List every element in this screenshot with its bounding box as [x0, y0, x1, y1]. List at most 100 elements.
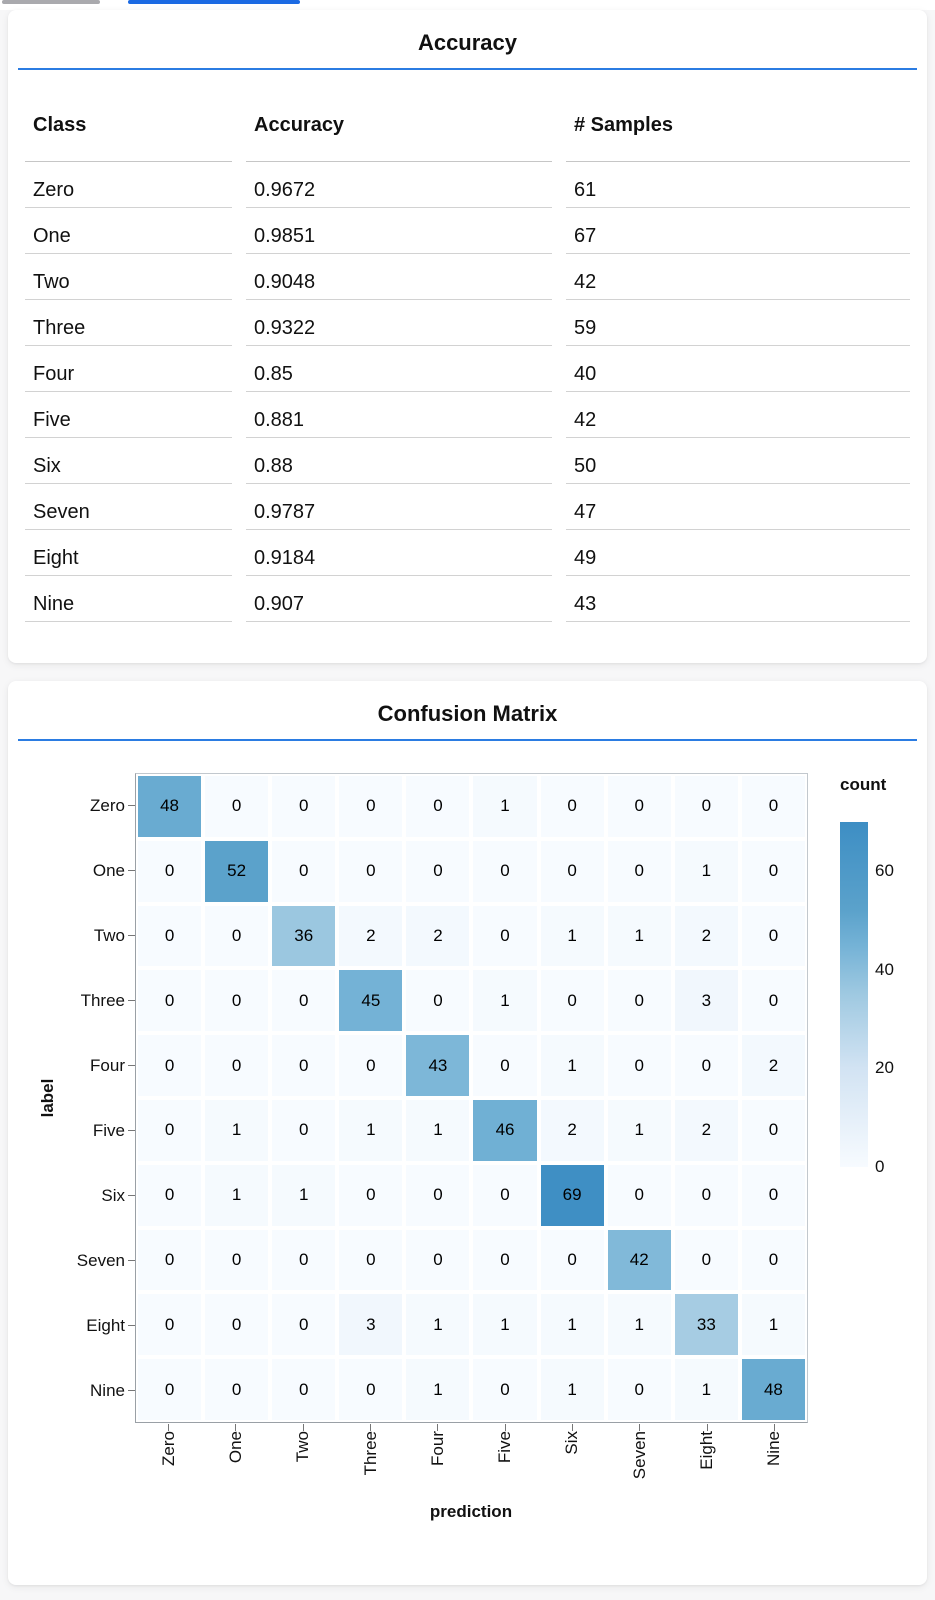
heatmap-cell: 3	[674, 970, 738, 1032]
heatmap-cell: 1	[540, 905, 604, 967]
heatmap-cell: 1	[540, 1359, 604, 1420]
heatmap-grid: 48 0 0 0 0 1 0 0 0 0 0 52 0 0 0 0 0 0 1 0 0 0 36 2 2 0 1 1 2 0 0 0 0 45 0 1…	[138, 776, 805, 1420]
heatmap-cell: 0	[406, 1164, 470, 1226]
heatmap-cell: 1	[339, 1099, 403, 1161]
heatmap-cell: 0	[741, 905, 805, 967]
y-tick-mark	[128, 1260, 135, 1261]
x-tick-label: Seven	[629, 1431, 649, 1480]
heatmap-cell: 1	[473, 1294, 537, 1356]
y-tick-label: Zero	[90, 795, 125, 815]
table-cell: 0.907	[246, 576, 552, 622]
heatmap-cell: 1	[540, 1294, 604, 1356]
heatmap-cell: 0	[674, 1035, 738, 1096]
y-tick-mark	[128, 1130, 135, 1131]
heatmap-cell: 42	[607, 1229, 671, 1291]
heatmap-cell: 2	[674, 905, 738, 967]
heatmap-cell: 1	[473, 776, 537, 837]
heatmap-cell: 48	[138, 776, 202, 837]
y-tick-mark	[128, 1065, 135, 1066]
y-tick-label: Two	[93, 925, 125, 945]
heatmap-plot-area: 48 0 0 0 0 1 0 0 0 0 0 52 0 0 0 0 0 0 1 0 0 0 36 2 2 0 1 1 2 0 0 0 0 45 0 1…	[135, 773, 808, 1423]
heatmap-cell: 0	[674, 1164, 738, 1226]
heatmap-cell: 33	[674, 1294, 738, 1356]
colorbar-title: count	[840, 775, 887, 794]
heatmap-cell: 0	[272, 840, 336, 902]
x-tick-label: Six	[562, 1431, 582, 1455]
heatmap-cell: 0	[138, 1359, 202, 1420]
heatmap-cell: 1	[607, 1099, 671, 1161]
x-tick-mark	[302, 1424, 304, 1431]
heatmap-cell: 0	[339, 1229, 403, 1291]
heatmap-cell: 1	[540, 1035, 604, 1096]
heatmap-cell: 0	[674, 776, 738, 837]
heatmap-cell: 0	[473, 1164, 537, 1226]
y-tick-label: Three	[80, 990, 125, 1010]
heatmap-cell: 0	[473, 1229, 537, 1291]
heatmap-cell: 0	[607, 1164, 671, 1226]
heatmap-cell: 0	[607, 970, 671, 1032]
table-cell: Nine	[25, 576, 232, 622]
x-tick-mark	[370, 1424, 372, 1431]
heatmap-cell: 1	[406, 1359, 470, 1420]
tab-indicator-active[interactable]	[128, 0, 300, 4]
y-tick-label: Eight	[86, 1315, 125, 1335]
table-cell: 59	[566, 300, 910, 346]
heatmap-cell: 0	[138, 1229, 202, 1291]
tab-indicator-inactive[interactable]	[2, 0, 100, 4]
heatmap-cell: 1	[674, 840, 738, 902]
x-tick-label: Nine	[764, 1431, 784, 1466]
heatmap-cell: 0	[272, 1099, 336, 1161]
accuracy-divider	[18, 68, 917, 70]
heatmap-cell: 1	[406, 1099, 470, 1161]
colorbar-tick-label: 20	[875, 1058, 894, 1078]
heatmap-cell: 0	[473, 1035, 537, 1096]
heatmap-cell: 0	[205, 1035, 269, 1096]
heatmap-cell: 1	[473, 970, 537, 1032]
heatmap-cell: 2	[406, 905, 470, 967]
heatmap-cell: 0	[205, 905, 269, 967]
heatmap-cell: 0	[473, 840, 537, 902]
y-tick-label: One	[92, 860, 125, 880]
confusion-matrix-card: Confusion Matrix label prediction 48 0 0 0 0…	[8, 681, 927, 1585]
heatmap-cell: 0	[272, 970, 336, 1032]
heatmap-cell: 36	[272, 905, 336, 967]
x-tick-mark	[773, 1424, 775, 1431]
x-tick-label: Two	[293, 1431, 313, 1463]
y-tick-mark	[128, 1195, 135, 1196]
heatmap-cell: 0	[607, 1359, 671, 1420]
heatmap-cell: 0	[138, 905, 202, 967]
table-cell: Eight	[25, 530, 232, 576]
column-header: # Samples	[566, 70, 910, 162]
x-tick-mark	[437, 1424, 439, 1431]
heatmap-cell: 0	[205, 1294, 269, 1356]
x-tick-label: One	[225, 1431, 245, 1464]
y-tick-mark	[128, 935, 135, 936]
x-tick-label: Four	[427, 1431, 447, 1466]
table-cell: 67	[566, 208, 910, 254]
table-cell: 0.9322	[246, 300, 552, 346]
heatmap-cell: 2	[741, 1035, 805, 1096]
heatmap-cell: 1	[607, 1294, 671, 1356]
heatmap-cell: 0	[339, 776, 403, 837]
heatmap-cell: 0	[741, 776, 805, 837]
heatmap-cell: 43	[406, 1035, 470, 1096]
x-tick-mark	[168, 1424, 170, 1431]
heatmap-cell: 0	[272, 1035, 336, 1096]
heatmap-cell: 2	[540, 1099, 604, 1161]
table-cell: Seven	[25, 484, 232, 530]
heatmap-cell: 46	[473, 1099, 537, 1161]
colorbar-tick-label: 60	[875, 861, 894, 881]
table-cell: 61	[566, 162, 910, 208]
table-cell: Four	[25, 346, 232, 392]
heatmap-cell: 0	[607, 776, 671, 837]
heatmap-cell: 0	[607, 840, 671, 902]
heatmap-cell: 3	[339, 1294, 403, 1356]
table-cell: 0.881	[246, 392, 552, 438]
y-tick-label: Four	[90, 1055, 125, 1075]
heatmap-cell: 0	[205, 970, 269, 1032]
heatmap-cell: 0	[138, 1164, 202, 1226]
table-cell: 47	[566, 484, 910, 530]
heatmap-cell: 0	[473, 905, 537, 967]
colorbar-gradient	[840, 822, 868, 1167]
table-cell: 42	[566, 254, 910, 300]
